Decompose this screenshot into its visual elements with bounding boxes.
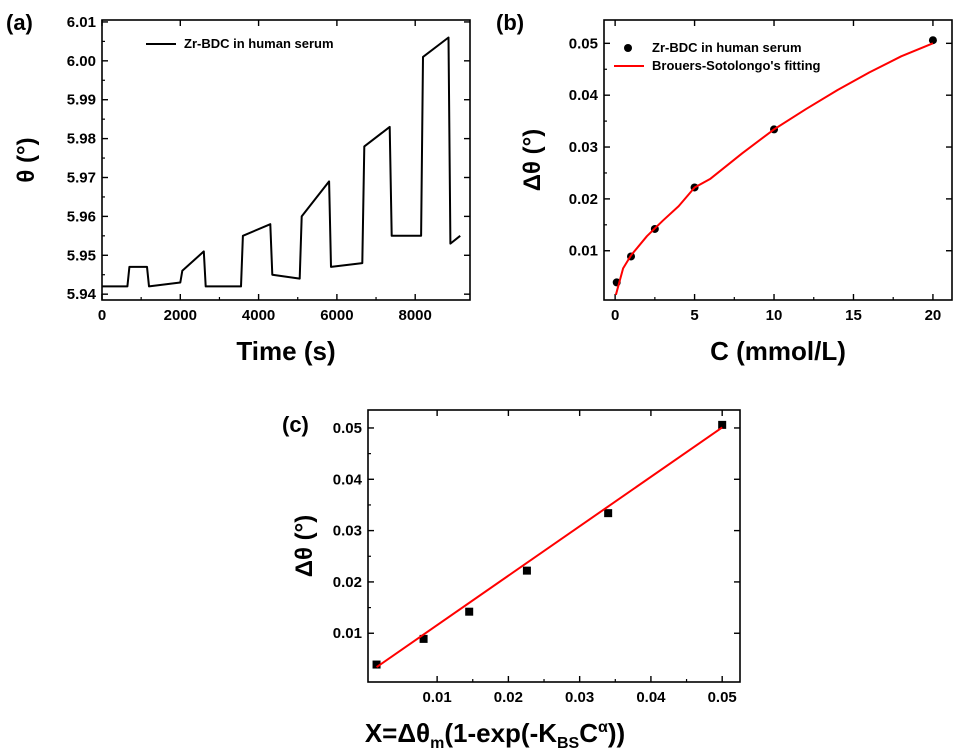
plot-frame — [367, 409, 741, 683]
y-tick-label: 6.01 — [67, 14, 96, 31]
y-tick-label: 0.05 — [569, 35, 598, 52]
x-tick-label: 8000 — [399, 307, 432, 324]
x-tick-label: 5 — [690, 307, 698, 324]
y-tick-label: 5.95 — [67, 247, 96, 264]
plot-frame — [101, 19, 471, 301]
y-tick-label: 0.01 — [333, 625, 362, 642]
data-point — [718, 420, 727, 429]
y-tick-label: 0.04 — [569, 87, 599, 104]
y-tick-label: 0.03 — [569, 139, 598, 156]
y-tick-label: 0.04 — [333, 471, 363, 488]
x-tick-label: 0.03 — [565, 689, 594, 706]
y-tick-label: 5.94 — [67, 286, 97, 303]
legend-marker — [624, 44, 632, 52]
data-point — [522, 566, 531, 575]
x-tick-label: 0.02 — [494, 689, 523, 706]
fit-line — [376, 426, 723, 668]
y-tick-label: 5.97 — [67, 170, 96, 187]
x-tick-label: 10 — [766, 307, 783, 324]
x-axis-title: C (mmol/L) — [710, 336, 846, 366]
data-point — [419, 634, 428, 643]
x-tick-label: 20 — [925, 307, 942, 324]
x-tick-label: 0.04 — [636, 689, 666, 706]
legend-entry: Zr-BDC in human serum — [184, 36, 334, 51]
y-tick-label: 0.01 — [569, 243, 598, 260]
panel-b-concentration-fit: 0 5 10 15 20 0.01 0.02 0.03 0.04 0.05 C (mmol/L) Δθ… — [519, 19, 953, 366]
panel-c-label: (c) — [282, 412, 309, 437]
y-tick-label: 5.99 — [67, 92, 96, 109]
y-tick-label: 0.05 — [333, 420, 362, 437]
y-tick-label: 5.98 — [67, 131, 96, 148]
legend-entry: Zr-BDC in human serum — [652, 40, 802, 55]
x-tick-label: 15 — [845, 307, 862, 324]
y-tick-label: 6.00 — [67, 53, 96, 70]
y-axis-title: Δθ (°) — [291, 515, 318, 577]
y-axis-title: θ (°) — [13, 137, 40, 182]
x-axis-title: Time (s) — [236, 336, 335, 366]
data-point — [928, 36, 937, 45]
x-tick-label: 0 — [611, 307, 619, 324]
y-tick-label: 5.96 — [67, 208, 96, 225]
panel-b-label: (b) — [496, 10, 524, 35]
y-tick-label: 0.02 — [569, 191, 598, 208]
series-line — [102, 36, 461, 288]
panel-c-linear-fit: 0.01 0.02 0.03 0.04 0.05 0.01 0.02 0.03 0.04 0.05… — [291, 409, 741, 706]
panel-c-x-axis-title: X=Δθm(1-exp(-KBSCα)) — [365, 718, 625, 750]
x-tick-label: 6000 — [320, 307, 353, 324]
legend-entry: Brouers-Sotolongo's fitting — [652, 58, 821, 73]
data-point — [372, 660, 381, 669]
x-tick-label: 0.05 — [708, 689, 737, 706]
y-tick-label: 0.02 — [333, 574, 362, 591]
panel-a-label: (a) — [6, 10, 33, 35]
x-tick-label: 0.01 — [423, 689, 452, 706]
data-point — [465, 607, 474, 616]
x-tick-label: 0 — [98, 307, 106, 324]
x-tick-label: 4000 — [242, 307, 275, 324]
y-axis-title: Δθ (°) — [519, 129, 546, 191]
y-tick-label: 0.03 — [333, 523, 362, 540]
fit-line — [614, 42, 934, 296]
plot-frame — [603, 19, 953, 301]
panel-a-time-trace: 0 2000 4000 6000 8000 5.94 5.95 5.96 5.97 5.98 5.9… — [13, 14, 471, 366]
data-point — [604, 509, 613, 518]
x-tick-label: 2000 — [164, 307, 197, 324]
